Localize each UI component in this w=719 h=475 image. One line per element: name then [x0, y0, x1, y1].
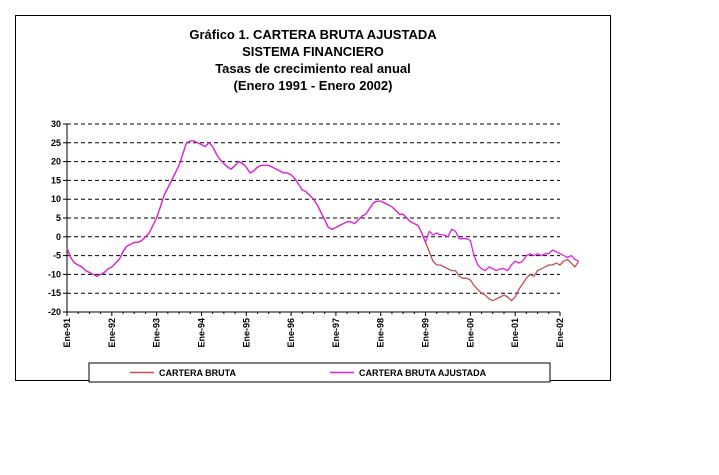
x-tick-label: Ene-99	[421, 318, 431, 348]
x-tick-label: Ene-01	[510, 318, 520, 348]
chart-subtitle-2: Tasas de crecimiento real anual	[215, 61, 411, 76]
y-tick-label: 20	[51, 157, 61, 167]
chart-subtitle-1: SISTEMA FINANCIERO	[242, 44, 384, 59]
y-tick-label: 15	[51, 175, 61, 185]
chart-subtitle-3: (Enero 1991 - Enero 2002)	[233, 78, 393, 93]
chart-title: Gráfico 1. CARTERA BRUTA AJUSTADA	[189, 27, 437, 42]
x-axis: Ene-91 Ene-92 Ene-93 Ene-94 Ene-95 Ene-96 Ene-…	[62, 311, 565, 348]
y-tick-label: -5	[53, 251, 61, 261]
x-tick-label: Ene-98	[376, 318, 386, 348]
x-tick-label: Ene-00	[465, 318, 475, 348]
x-tick-label: Ene-94	[196, 318, 206, 348]
legend-cartera-bruta-ajustada-label: CARTERA BRUTA AJUSTADA	[359, 368, 487, 378]
y-tick-label: -10	[48, 269, 61, 279]
x-tick-label: Ene-95	[241, 318, 251, 348]
y-tick-label: 5	[56, 213, 61, 223]
series-lines	[66, 140, 580, 302]
x-tick-label: Ene-02	[555, 318, 565, 348]
x-tick-label: Ene-91	[62, 318, 72, 348]
y-tick-label: 10	[51, 194, 61, 204]
y-tick-label: 0	[56, 232, 61, 242]
y-tick-label: 30	[51, 119, 61, 129]
series-cartera-bruta	[66, 140, 580, 302]
legend-box	[88, 362, 551, 383]
legend-cartera-bruta-label: CARTERA BRUTA	[159, 368, 236, 378]
series-cartera-bruta-ajustada	[66, 140, 579, 277]
gridlines	[67, 123, 560, 294]
x-tick-label: Ene-93	[152, 318, 162, 348]
chart-title-block: Gráfico 1. CARTERA BRUTA AJUSTADA SISTEM…	[15, 26, 611, 94]
x-tick-label: Ene-92	[107, 318, 117, 348]
y-axis: 30 25 20 15 10 5 0 -5 -10 -15 -20	[48, 119, 68, 317]
x-tick-label: Ene-97	[331, 318, 341, 348]
y-tick-label: -20	[48, 307, 61, 317]
y-tick-label: 25	[51, 138, 61, 148]
y-tick-label: -15	[48, 288, 61, 298]
x-tick-label: Ene-96	[286, 318, 296, 348]
legend: CARTERA BRUTA CARTERA BRUTA AJUSTADA	[88, 362, 551, 383]
